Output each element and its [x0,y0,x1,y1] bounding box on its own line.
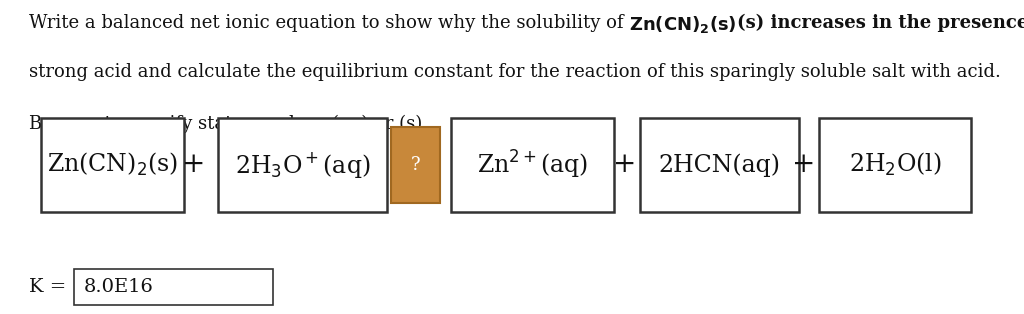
FancyBboxPatch shape [218,118,387,212]
Text: 2HCN(aq): 2HCN(aq) [658,153,780,176]
FancyBboxPatch shape [640,118,799,212]
FancyBboxPatch shape [41,118,184,212]
Text: Be sure to specify states such as (aq) or (s).: Be sure to specify states such as (aq) o… [29,115,428,133]
Text: 2H$_3$O$^+$(aq): 2H$_3$O$^+$(aq) [234,150,371,180]
FancyBboxPatch shape [74,269,273,305]
FancyBboxPatch shape [391,127,440,203]
Text: Zn$^{2+}$(aq): Zn$^{2+}$(aq) [477,149,588,181]
Text: K =: K = [29,278,72,296]
Text: 2H$_2$O(l): 2H$_2$O(l) [849,151,941,178]
FancyBboxPatch shape [819,118,971,212]
Text: Zn(CN)$_2$(s): Zn(CN)$_2$(s) [47,151,178,178]
Text: $\mathbf{Zn(CN)_2(s)}$: $\mathbf{Zn(CN)_2(s)}$ [629,14,736,35]
Text: +: + [182,151,205,178]
Text: 8.0E16: 8.0E16 [84,278,154,296]
Text: +: + [793,151,815,178]
Text: strong acid and calculate the equilibrium constant for the reaction of this spar: strong acid and calculate the equilibriu… [29,63,1000,81]
Text: +: + [613,151,636,178]
Text: Write a balanced net ionic equation to show why the solubility of: Write a balanced net ionic equation to s… [29,14,629,32]
Text: (s) increases in the presence of a: (s) increases in the presence of a [736,14,1024,32]
Text: ?: ? [411,156,421,174]
FancyBboxPatch shape [451,118,614,212]
